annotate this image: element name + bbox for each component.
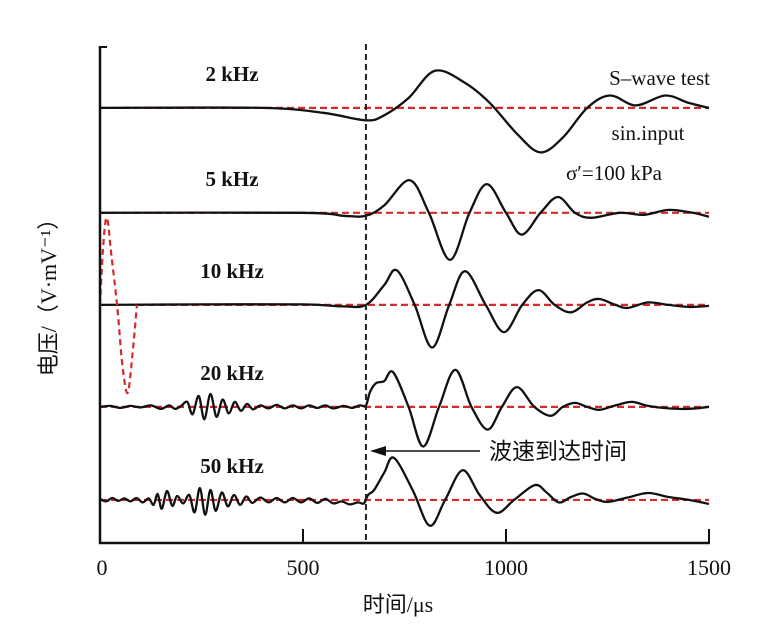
y-axis-label: 电压/（V·mV⁻¹） [36,208,61,377]
annotation-arrival: 波速到达时间 [489,439,627,464]
frequency-label: 2 kHz [205,62,258,86]
annotation-input: sin.input [612,121,685,145]
trace-20-khz [99,368,710,448]
input-sine-signal [98,216,138,395]
x-tick-label: 0 [97,555,108,580]
frequency-label: 50 kHz [200,454,264,478]
arrival-arrow [370,446,480,456]
trace-5-khz [99,179,710,262]
trace-10-khz [99,268,710,349]
axes [98,46,710,545]
frequency-label: 20 kHz [200,361,264,385]
x-tick-label: 1000 [484,555,528,580]
x-tick-label: 1500 [687,555,731,580]
x-axis-label: 时间/μs [363,592,433,617]
frequency-label: 5 kHz [205,167,258,191]
trace-2-khz [99,69,710,154]
trace-50-khz [99,456,710,527]
annotation-test: S–wave test [609,66,710,90]
frequency-label: 10 kHz [200,259,264,283]
x-tick-label: 500 [287,555,320,580]
annotation-stress: σ′=100 kPa [566,161,663,185]
